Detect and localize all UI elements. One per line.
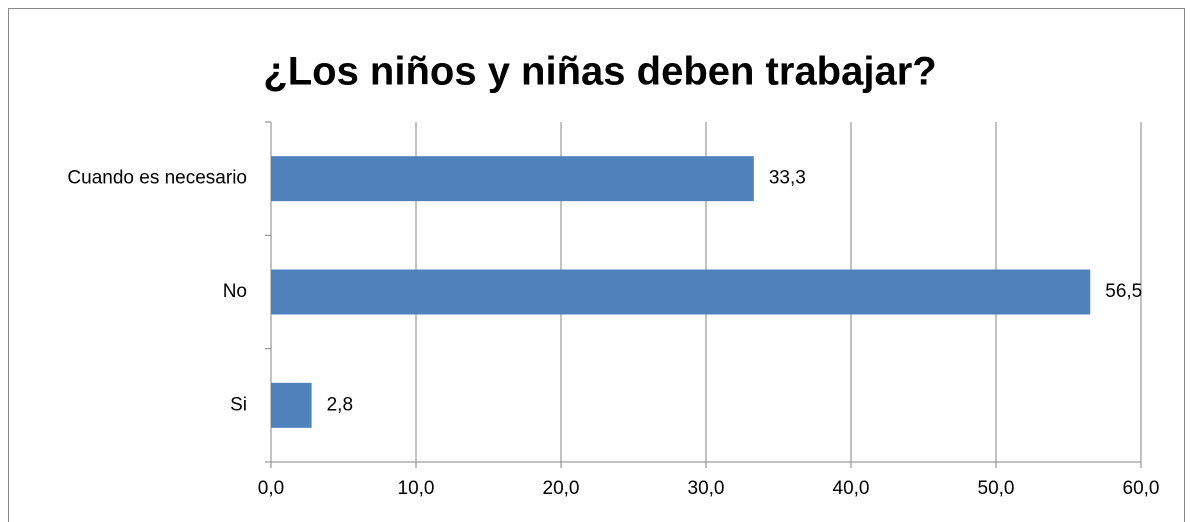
bar bbox=[271, 156, 754, 202]
bar bbox=[271, 269, 1091, 315]
y-tick-label: No bbox=[223, 281, 247, 302]
x-tick-label: 40,0 bbox=[833, 478, 870, 499]
x-tick-label: 10,0 bbox=[398, 478, 435, 499]
data-label: 33,3 bbox=[769, 168, 806, 189]
x-tick-label: 60,0 bbox=[1123, 478, 1160, 499]
x-tick-label: 0,0 bbox=[258, 478, 284, 499]
data-label: 2,8 bbox=[327, 394, 353, 415]
x-tick-label: 50,0 bbox=[978, 478, 1015, 499]
chart-frame bbox=[8, 8, 1185, 522]
x-tick-label: 30,0 bbox=[688, 478, 725, 499]
x-tick-label: 20,0 bbox=[543, 478, 580, 499]
y-tick-label: Si bbox=[230, 394, 247, 415]
chart-title: ¿Los niños y niñas deben trabajar? bbox=[263, 50, 936, 94]
y-tick-label: Cuando es necesario bbox=[67, 168, 247, 189]
bar bbox=[271, 382, 312, 428]
data-label: 56,5 bbox=[1105, 281, 1142, 302]
